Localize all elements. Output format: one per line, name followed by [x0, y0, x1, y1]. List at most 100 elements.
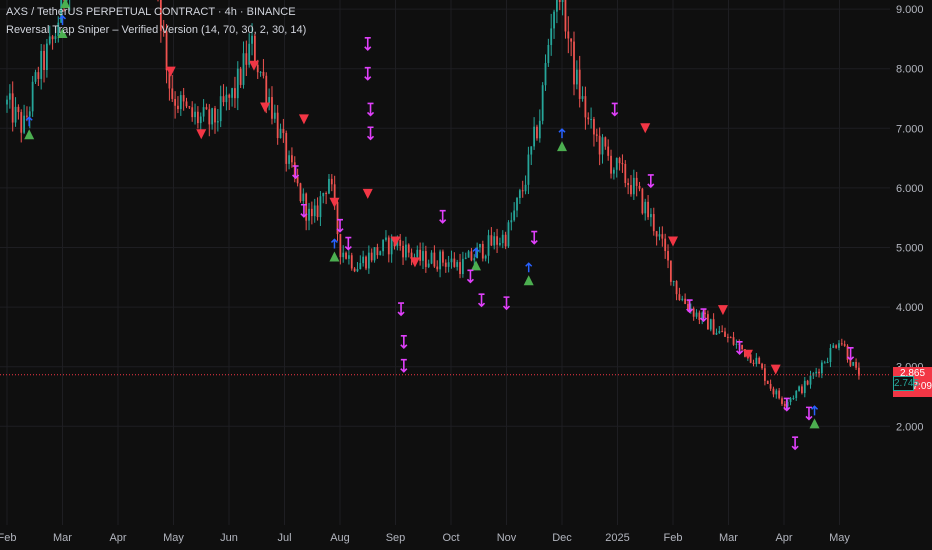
candle	[812, 372, 815, 379]
signal-arrow-icon	[647, 174, 655, 189]
candle	[755, 353, 758, 367]
blue-arrow-icon	[472, 247, 480, 258]
candle	[692, 306, 695, 321]
candle	[157, 0, 159, 2]
candle	[285, 130, 288, 172]
x-tick-label: Oct	[442, 532, 459, 544]
candle	[436, 260, 439, 272]
candle	[305, 192, 308, 231]
candle	[245, 40, 248, 76]
candle	[171, 74, 174, 102]
candle	[288, 150, 290, 170]
candle	[835, 344, 838, 349]
sell-triangle	[196, 129, 207, 140]
candle	[627, 178, 630, 195]
candle	[641, 187, 644, 215]
signal-arrow-icon	[400, 335, 408, 349]
candle	[655, 230, 658, 246]
candle	[504, 231, 507, 250]
candle	[367, 245, 370, 274]
candle	[726, 333, 729, 343]
candle	[556, 0, 558, 24]
candle	[356, 262, 359, 273]
candle	[473, 254, 476, 266]
candle	[362, 250, 365, 267]
buy-triangle	[557, 141, 567, 152]
candle	[459, 253, 461, 279]
candle	[724, 327, 726, 338]
y-axis[interactable]: 2.0003.0004.0005.0006.0007.0008.0009.000…	[896, 0, 930, 433]
candle	[818, 368, 820, 378]
candle	[313, 198, 316, 223]
candle	[353, 267, 356, 273]
candle	[399, 233, 402, 251]
candle	[231, 87, 233, 107]
candle	[370, 248, 373, 263]
candle	[701, 311, 704, 325]
candle	[450, 250, 453, 269]
candle	[598, 127, 601, 166]
x-tick-label: May	[163, 532, 184, 544]
signal-arrow-icon	[530, 230, 538, 245]
candle	[219, 85, 222, 128]
candle	[382, 239, 385, 256]
signal-arrow-icon	[477, 293, 486, 308]
candle	[718, 326, 721, 334]
y-tick-label: 7.000	[896, 123, 924, 135]
candle	[202, 99, 205, 122]
candle	[510, 212, 513, 231]
candle	[57, 16, 60, 43]
candle	[282, 118, 285, 143]
candle	[404, 236, 407, 261]
candle	[809, 370, 812, 389]
signal-arrow-icon	[686, 299, 694, 314]
candle	[444, 259, 447, 273]
candle	[624, 160, 627, 188]
candle	[570, 38, 573, 57]
candle	[729, 336, 732, 339]
candle	[14, 97, 17, 127]
candle	[34, 69, 37, 85]
signal-arrow-icon	[364, 37, 372, 51]
x-tick-label: 2025	[605, 532, 629, 544]
indicator-title[interactable]: Reversal Trap Sniper – Verified Version …	[6, 24, 307, 36]
candle	[507, 220, 510, 248]
candle	[248, 33, 251, 68]
candle	[820, 360, 823, 379]
sell-triangle	[329, 197, 340, 208]
signal-arrow-icon	[344, 236, 352, 251]
candle	[461, 251, 464, 278]
signal-arrow-icon	[397, 302, 405, 317]
candle	[279, 123, 282, 139]
candle	[262, 59, 265, 79]
secondary-price-tag: 2.745	[893, 375, 920, 391]
candle	[704, 308, 706, 319]
candle	[761, 362, 763, 370]
candle	[575, 60, 578, 90]
candle	[225, 86, 228, 111]
secondary-price-value: 2.745	[894, 377, 920, 389]
candle	[536, 124, 538, 141]
symbol-title[interactable]: AXS / TetherUS PERPETUAL CONTRACT · 4h ·…	[6, 6, 296, 18]
candle	[858, 362, 860, 380]
y-tick-label: 8.000	[896, 64, 924, 76]
candle	[564, 0, 567, 39]
x-axis[interactable]: Feb Mar Apr May Jun Jul Aug Sep Oct Nov Dec 2025 Feb…	[0, 532, 850, 544]
candle	[271, 86, 273, 125]
candle	[322, 192, 325, 204]
signal-arrow-icon	[366, 102, 375, 117]
candle	[23, 104, 25, 135]
y-tick-label: 5.000	[896, 243, 924, 255]
candle	[373, 247, 376, 263]
candle	[803, 376, 806, 398]
candle	[518, 188, 521, 204]
signal-arrow-icon	[439, 209, 447, 224]
candle	[838, 340, 840, 351]
candle	[709, 318, 712, 332]
candle	[45, 38, 48, 78]
candle	[487, 229, 490, 264]
y-tick-label: 4.000	[896, 302, 924, 314]
candle	[521, 180, 524, 198]
